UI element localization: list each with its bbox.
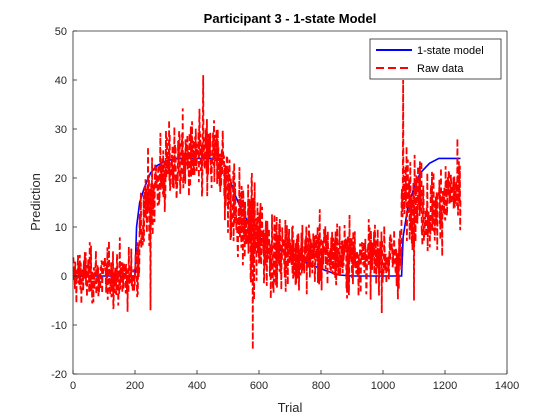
axes [72, 30, 508, 375]
x-tick-label: 1200 [433, 380, 457, 392]
legend-label-model: 1-state model [417, 45, 484, 57]
y-tick-label: 40 [55, 75, 67, 87]
y-tick-label: 10 [55, 222, 67, 234]
y-tick-label: -10 [51, 320, 67, 332]
raw-data-line [72, 75, 462, 350]
y-tick-label: 30 [55, 124, 67, 136]
legend-label-raw: Raw data [417, 63, 464, 75]
chart-title: Participant 3 - 1-state Model [204, 11, 377, 26]
y-tick-label: 0 [61, 271, 67, 283]
x-axis-label: Trial [278, 400, 303, 415]
x-tick-label: 0 [70, 380, 76, 392]
series-layer [72, 75, 462, 350]
y-tick-label: -20 [51, 369, 67, 381]
x-tick-label: 1400 [495, 380, 519, 392]
y-axis-label: Prediction [28, 173, 43, 231]
y-tick-label: 20 [55, 173, 67, 185]
x-tick-label: 600 [250, 380, 268, 392]
legend-box [369, 38, 502, 80]
legend: 1-state model Raw data [369, 38, 502, 80]
x-tick-label: 1000 [371, 380, 395, 392]
x-tick-label: 800 [312, 380, 330, 392]
ticks: 0 200 400 600 800 1000 1200 1400 -20 -10 0 10 20 30 40… [51, 26, 519, 392]
y-tick-label: 50 [55, 26, 67, 38]
x-tick-label: 200 [126, 380, 144, 392]
x-tick-label: 400 [188, 380, 206, 392]
